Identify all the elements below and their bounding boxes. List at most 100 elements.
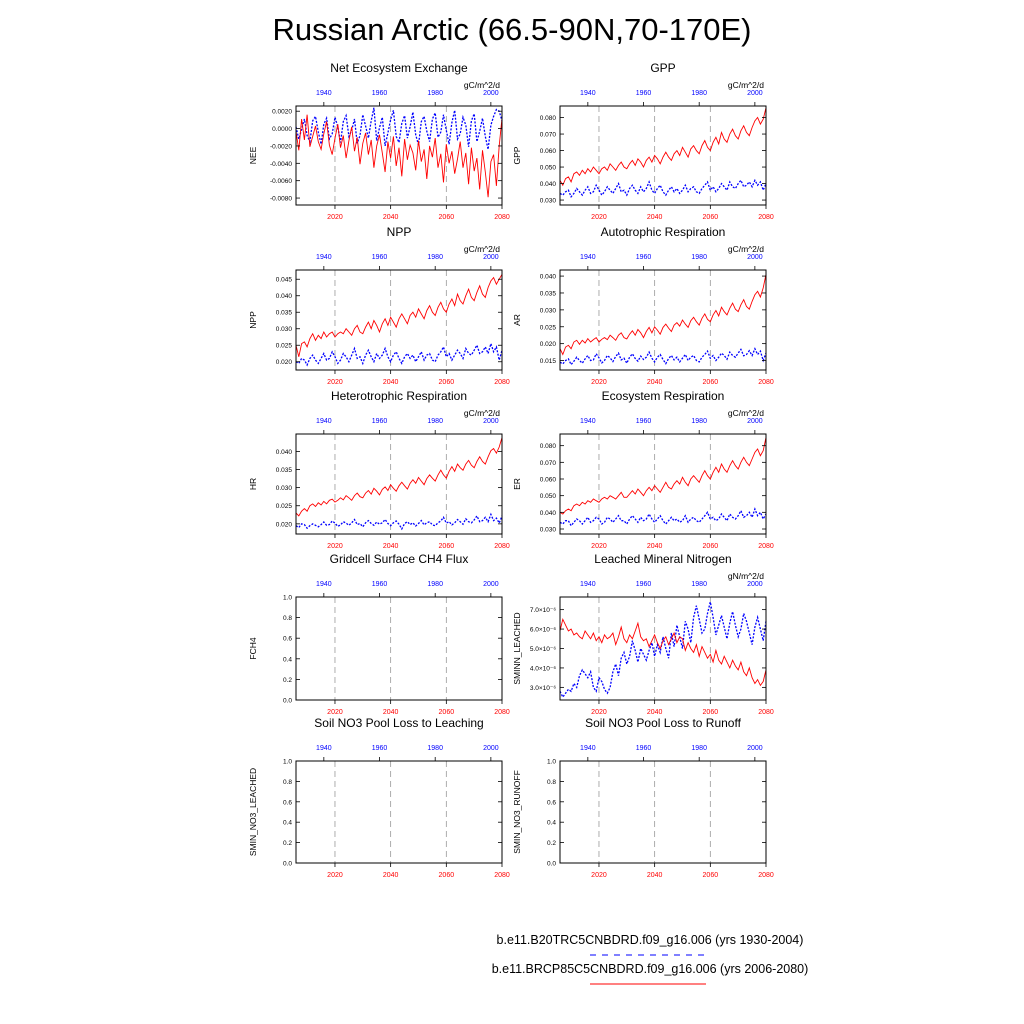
x-top-tick-label: 2000 bbox=[483, 418, 499, 425]
chart-title: Heterotrophic Respiration bbox=[331, 389, 467, 403]
x-bottom-tick-label: 2060 bbox=[439, 709, 455, 716]
x-top-tick-label: 1940 bbox=[580, 90, 596, 97]
x-top-tick-label: 1980 bbox=[427, 581, 443, 588]
y-tick-label: 0.025 bbox=[540, 324, 557, 331]
y-tick-label: 3.0×10⁻⁶ bbox=[530, 685, 556, 692]
page-title: Russian Arctic (66.5-90N,70-170E) bbox=[272, 12, 752, 47]
y-tick-label: 1.0 bbox=[283, 759, 292, 766]
plot-frame bbox=[559, 269, 767, 371]
x-bottom-tick-label: 2020 bbox=[327, 543, 343, 550]
series-line-future bbox=[559, 437, 767, 515]
y-tick-label: 0.045 bbox=[276, 277, 293, 284]
y-tick-label: 0.0 bbox=[283, 698, 292, 705]
series-line-hist bbox=[559, 347, 767, 366]
chart-panel: Soil NO3 Pool Loss to Leaching 1.0 0.8 0.6 0… bbox=[248, 716, 510, 879]
x-bottom-tick-label: 2080 bbox=[494, 543, 510, 550]
x-top-tick-label: 2000 bbox=[483, 745, 499, 752]
x-top-tick-label: 1940 bbox=[580, 254, 596, 261]
x-top-tick-label: 1960 bbox=[636, 745, 652, 752]
chart-units: gC/m^2/d bbox=[728, 244, 764, 254]
series-line-hist bbox=[295, 107, 503, 150]
x-bottom-tick-label: 2060 bbox=[703, 543, 719, 550]
x-top-tick-label: 1980 bbox=[691, 581, 707, 588]
series-line-future bbox=[559, 107, 767, 187]
chart-title: Ecosystem Respiration bbox=[602, 389, 725, 403]
x-top-tick-label: 1940 bbox=[316, 745, 332, 752]
y-tick-label: 0.020 bbox=[276, 359, 293, 366]
x-top-tick-label: 1980 bbox=[691, 418, 707, 425]
x-bottom-tick-label: 2040 bbox=[383, 379, 399, 386]
series-line-hist bbox=[559, 507, 767, 527]
chart-title: Soil NO3 Pool Loss to Leaching bbox=[314, 716, 483, 730]
series-line-hist bbox=[295, 341, 503, 367]
y-tick-label: 0.0 bbox=[283, 861, 292, 868]
y-tick-label: 0.8 bbox=[547, 779, 556, 786]
x-top-tick-label: 1980 bbox=[691, 254, 707, 261]
x-top-tick-label: 1940 bbox=[580, 581, 596, 588]
chart-panel: Net Ecosystem Exchange gC/m^2/d 0.0020 0.00… bbox=[248, 61, 510, 221]
x-bottom-tick-label: 2080 bbox=[494, 709, 510, 716]
series-line-future bbox=[295, 437, 503, 517]
y-tick-label: 0.080 bbox=[540, 443, 557, 450]
series-line-hist bbox=[559, 178, 767, 199]
x-top-tick-label: 1980 bbox=[427, 254, 443, 261]
y-tick-label: 0.030 bbox=[276, 326, 293, 333]
x-bottom-tick-label: 2080 bbox=[758, 709, 774, 716]
x-bottom-tick-label: 2020 bbox=[591, 872, 607, 879]
y-tick-label: 0.020 bbox=[540, 341, 557, 348]
x-bottom-tick-label: 2040 bbox=[383, 543, 399, 550]
x-bottom-tick-label: 2060 bbox=[439, 379, 455, 386]
x-top-tick-label: 1960 bbox=[636, 254, 652, 261]
chart-panel: Soil NO3 Pool Loss to Runoff 1.0 0.8 0.6 0.4… bbox=[512, 716, 774, 879]
plot-frame bbox=[295, 596, 503, 701]
x-bottom-tick-label: 2020 bbox=[591, 543, 607, 550]
x-top-tick-label: 1960 bbox=[372, 418, 388, 425]
x-top-tick-label: 2000 bbox=[747, 581, 763, 588]
chart-panel: Gridcell Surface CH4 Flux 1.0 0.8 0.6 0.4 0.2… bbox=[248, 552, 510, 716]
y-axis-label: FCH4 bbox=[248, 637, 258, 659]
chart-units: gC/m^2/d bbox=[728, 80, 764, 90]
x-bottom-tick-label: 2080 bbox=[494, 379, 510, 386]
y-tick-label: 0.040 bbox=[276, 293, 293, 300]
x-bottom-tick-label: 2080 bbox=[758, 214, 774, 221]
plot-frame bbox=[295, 433, 503, 535]
y-tick-label: 0.2 bbox=[547, 840, 556, 847]
y-tick-label: 0.040 bbox=[540, 274, 557, 281]
x-bottom-tick-label: 2020 bbox=[327, 379, 343, 386]
chart-title: Soil NO3 Pool Loss to Runoff bbox=[585, 716, 742, 730]
x-top-tick-label: 2000 bbox=[747, 745, 763, 752]
y-tick-label: 0.050 bbox=[540, 493, 557, 500]
x-top-tick-label: 1960 bbox=[372, 254, 388, 261]
y-tick-label: 0.070 bbox=[540, 460, 557, 467]
y-tick-label: 5.0×10⁻⁶ bbox=[530, 646, 556, 653]
y-tick-label: 0.8 bbox=[283, 615, 292, 622]
x-top-tick-label: 1960 bbox=[636, 418, 652, 425]
chart-title: Autotrophic Respiration bbox=[601, 225, 726, 239]
x-bottom-tick-label: 2040 bbox=[383, 872, 399, 879]
y-tick-label: 0.030 bbox=[540, 198, 557, 205]
y-axis-label: GPP bbox=[512, 146, 522, 164]
y-tick-label: 0.030 bbox=[540, 307, 557, 314]
x-top-tick-label: 2000 bbox=[747, 90, 763, 97]
chart-panel: Heterotrophic Respiration gC/m^2/d 0.040 0.… bbox=[248, 389, 510, 550]
x-bottom-tick-label: 2040 bbox=[647, 379, 663, 386]
x-top-tick-label: 1960 bbox=[636, 90, 652, 97]
x-top-tick-label: 1940 bbox=[316, 90, 332, 97]
y-tick-label: -0.0080 bbox=[270, 196, 292, 203]
y-tick-label: 0.030 bbox=[540, 527, 557, 534]
x-top-tick-label: 1940 bbox=[316, 581, 332, 588]
y-tick-label: 0.050 bbox=[540, 165, 557, 172]
chart-units: gC/m^2/d bbox=[728, 408, 764, 418]
x-bottom-tick-label: 2080 bbox=[494, 214, 510, 221]
x-top-tick-label: 1940 bbox=[580, 418, 596, 425]
x-top-tick-label: 2000 bbox=[747, 418, 763, 425]
series-line-future bbox=[559, 617, 767, 687]
y-tick-label: 0.6 bbox=[547, 799, 556, 806]
x-top-tick-label: 1960 bbox=[372, 581, 388, 588]
y-axis-label: NEE bbox=[248, 146, 258, 164]
x-top-tick-label: 1980 bbox=[691, 90, 707, 97]
y-tick-label: 0.040 bbox=[276, 449, 293, 456]
y-tick-label: 0.6 bbox=[283, 636, 292, 643]
